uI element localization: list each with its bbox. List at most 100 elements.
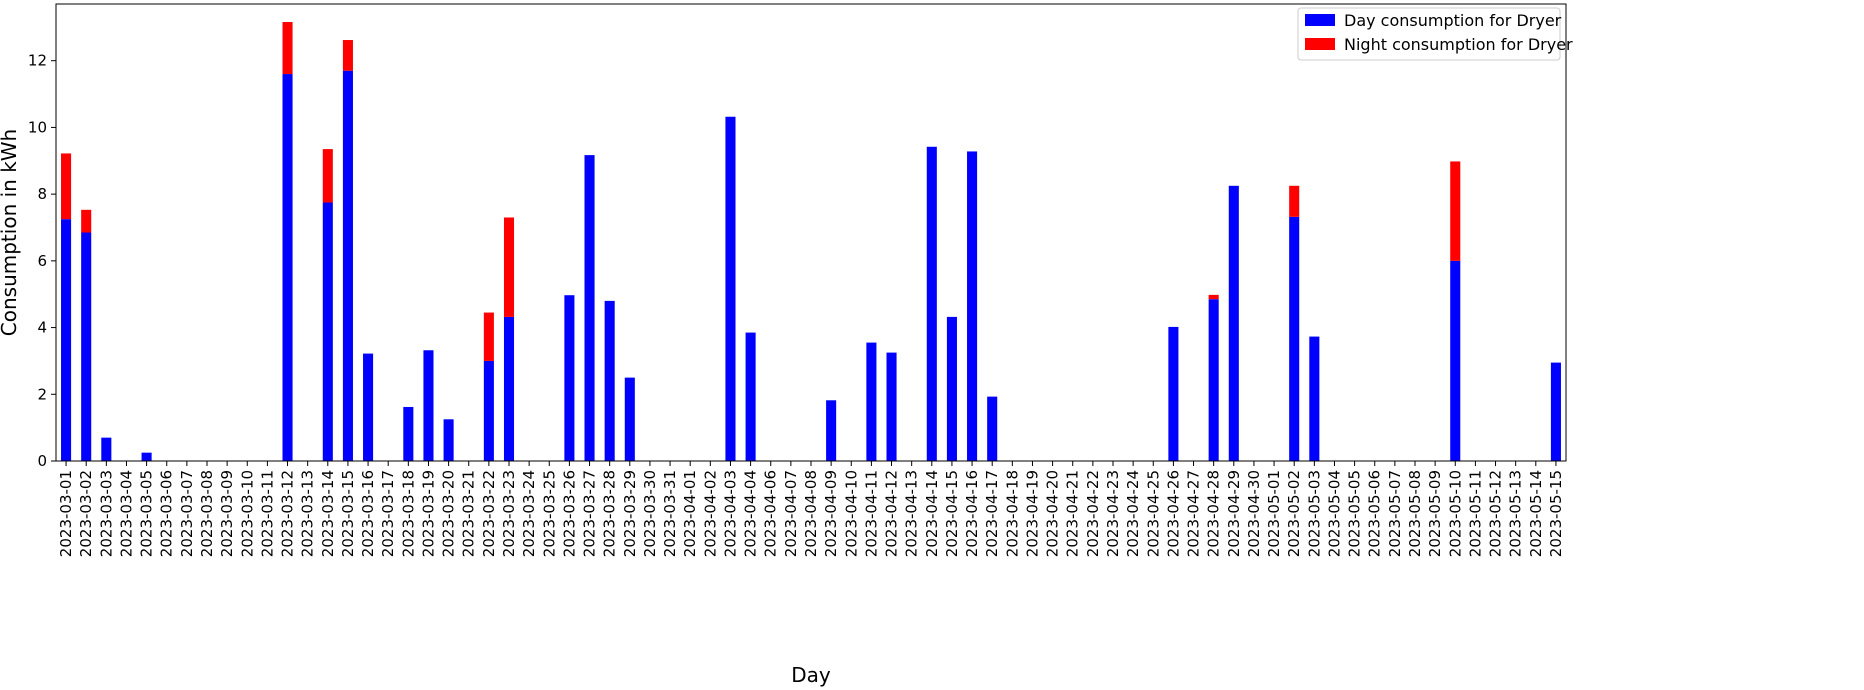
x-tick-label: 2023-03-25 — [540, 470, 558, 557]
x-tick-label: 2023-03-01 — [57, 470, 75, 557]
y-tick-label: 2 — [37, 385, 47, 403]
x-tick-label: 2023-03-20 — [440, 470, 458, 557]
x-tick-label: 2023-04-01 — [681, 470, 699, 557]
x-axis-title: Day — [791, 663, 831, 687]
x-tick-label: 2023-03-08 — [198, 470, 216, 557]
x-tick-label: 2023-04-28 — [1205, 470, 1223, 557]
x-tick-label: 2023-03-04 — [117, 470, 135, 557]
y-axis-title: Consumption in kWh — [0, 129, 21, 336]
x-tick-label: 2023-04-06 — [762, 470, 780, 557]
bar-day-2023-04-03 — [725, 116, 736, 461]
x-tick-label: 2023-05-06 — [1366, 470, 1384, 557]
bar-day-2023-04-29 — [1228, 185, 1239, 462]
bar-night-2023-03-22 — [483, 312, 494, 361]
bar-night-2023-03-02 — [81, 209, 92, 233]
bar-night-2023-03-12 — [282, 22, 293, 75]
bar-day-2023-03-02 — [81, 232, 92, 461]
x-tick-label: 2023-03-05 — [138, 470, 156, 557]
x-tick-label: 2023-03-29 — [621, 470, 639, 557]
bar-day-2023-04-12 — [886, 352, 897, 461]
x-tick-label: 2023-03-03 — [97, 470, 115, 557]
bar-day-2023-03-27 — [584, 155, 595, 461]
x-tick-label: 2023-03-28 — [601, 470, 619, 557]
x-tick-label: 2023-05-14 — [1527, 470, 1545, 557]
bar-day-2023-03-03 — [101, 437, 112, 461]
x-tick-label: 2023-04-22 — [1084, 470, 1102, 557]
x-tick-label: 2023-03-26 — [560, 470, 578, 557]
x-tick-label: 2023-05-07 — [1386, 470, 1404, 557]
x-tick-label: 2023-05-05 — [1346, 470, 1364, 557]
x-tick-label: 2023-04-08 — [802, 470, 820, 557]
x-tick-label: 2023-04-27 — [1185, 470, 1203, 557]
x-tick-label: 2023-05-09 — [1426, 470, 1444, 557]
bar-night-2023-05-02 — [1289, 185, 1300, 217]
x-tick-label: 2023-04-17 — [983, 470, 1001, 557]
bar-day-2023-04-09 — [826, 400, 837, 461]
x-tick-label: 2023-04-21 — [1064, 470, 1082, 557]
x-tick-label: 2023-05-03 — [1305, 470, 1323, 557]
x-axis: 2023-03-01 2023-03-02 2023-03-03 2023-03-04… — [57, 461, 1565, 557]
bar-night-2023-03-14 — [322, 149, 333, 203]
x-tick-label: 2023-04-20 — [1044, 470, 1062, 557]
x-tick-label: 2023-04-24 — [1124, 470, 1142, 557]
bar-day-2023-05-03 — [1309, 336, 1320, 461]
x-tick-label: 2023-03-16 — [359, 470, 377, 557]
x-tick-label: 2023-04-02 — [701, 470, 719, 557]
x-tick-label: 2023-05-08 — [1406, 470, 1424, 557]
legend-swatch-night — [1305, 38, 1335, 50]
bar-day-2023-03-20 — [443, 419, 454, 461]
x-tick-label: 2023-05-02 — [1285, 470, 1303, 557]
y-tick-label: 0 — [37, 452, 47, 470]
x-tick-label: 2023-05-04 — [1325, 470, 1343, 557]
x-tick-label: 2023-04-25 — [1144, 470, 1162, 557]
x-tick-label: 2023-05-15 — [1547, 470, 1565, 557]
x-tick-label: 2023-04-26 — [1164, 470, 1182, 557]
bar-night-2023-05-10 — [1450, 161, 1461, 261]
x-tick-label: 2023-04-12 — [883, 470, 901, 557]
x-tick-label: 2023-03-02 — [77, 470, 95, 557]
bar-day-2023-03-05 — [141, 452, 152, 461]
x-tick-label: 2023-03-11 — [258, 470, 276, 557]
x-tick-label: 2023-03-15 — [339, 470, 357, 557]
bar-day-2023-03-18 — [403, 406, 414, 461]
x-tick-label: 2023-05-10 — [1446, 470, 1464, 557]
bar-day-2023-05-10 — [1450, 260, 1461, 461]
bar-day-2023-03-15 — [342, 70, 353, 461]
bar-day-2023-03-28 — [604, 300, 615, 461]
x-tick-label: 2023-03-12 — [279, 470, 297, 557]
x-tick-label: 2023-05-11 — [1466, 470, 1484, 557]
y-axis: 0 2 4 6 8 10 12 — [28, 52, 56, 470]
x-tick-label: 2023-04-10 — [842, 470, 860, 557]
legend-label-night: Night consumption for Dryer — [1344, 35, 1573, 54]
y-tick-label: 10 — [28, 118, 47, 136]
bar-day-2023-03-14 — [322, 202, 333, 462]
bar-day-2023-05-02 — [1289, 216, 1300, 461]
x-tick-label: 2023-04-07 — [782, 470, 800, 557]
x-tick-label: 2023-04-29 — [1225, 470, 1243, 557]
x-tick-label: 2023-03-31 — [661, 470, 679, 557]
bar-night-2023-03-15 — [342, 40, 353, 71]
x-tick-label: 2023-03-06 — [158, 470, 176, 557]
bar-day-2023-03-16 — [363, 353, 374, 461]
bar-day-2023-05-15 — [1550, 362, 1561, 461]
bar-night-2023-03-23 — [503, 217, 515, 317]
x-tick-label: 2023-03-23 — [500, 470, 518, 557]
x-tick-label: 2023-03-10 — [238, 470, 256, 557]
x-tick-label: 2023-04-03 — [721, 470, 739, 557]
x-tick-label: 2023-03-09 — [218, 470, 236, 557]
bar-day-2023-04-15 — [946, 316, 957, 461]
bar-day-2023-04-04 — [745, 332, 756, 461]
bar-day-2023-04-16 — [967, 151, 978, 462]
bar-day-2023-03-23 — [503, 316, 515, 461]
y-tick-label: 6 — [37, 252, 47, 270]
x-tick-label: 2023-04-18 — [1003, 470, 1021, 557]
x-tick-label: 2023-03-13 — [299, 470, 317, 557]
x-tick-label: 2023-03-18 — [399, 470, 417, 557]
bar-day-2023-03-01 — [61, 219, 72, 461]
x-tick-label: 2023-04-09 — [822, 470, 840, 557]
legend: Day consumption for Dryer Night consumpt… — [1297, 7, 1573, 61]
bar-day-2023-03-29 — [624, 377, 635, 461]
x-tick-label: 2023-03-19 — [419, 470, 437, 557]
x-tick-label: 2023-03-14 — [319, 470, 337, 557]
